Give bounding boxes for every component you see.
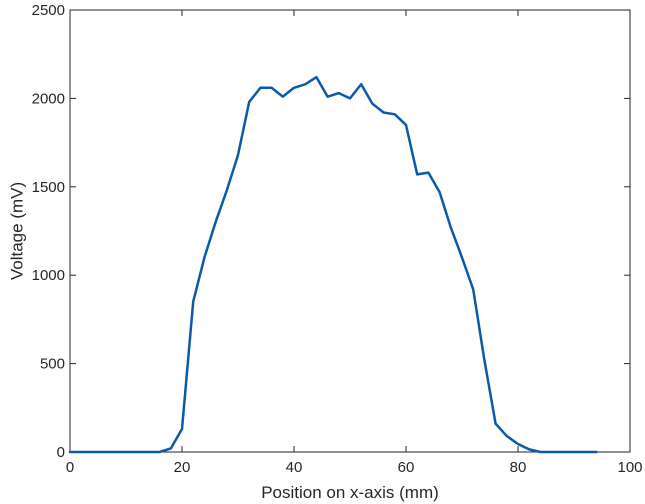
x-axis-ticks: 0 20 40 60 80 100	[66, 10, 643, 476]
x-tick-label: 100	[617, 459, 642, 476]
y-tick-label: 1000	[32, 267, 65, 284]
y-tick-label: 0	[57, 444, 65, 461]
y-tick-label: 500	[40, 356, 65, 373]
y-axis-title: Voltage (mV)	[7, 182, 26, 280]
x-tick-label: 80	[510, 459, 527, 476]
x-tick-label: 0	[66, 459, 74, 476]
y-tick-label: 2000	[32, 90, 65, 107]
y-tick-label: 2500	[32, 2, 65, 19]
x-tick-label: 60	[398, 459, 415, 476]
y-tick-label: 1500	[32, 179, 65, 196]
plot-frame	[69, 9, 631, 453]
x-axis-title: Position on x-axis (mm)	[261, 483, 439, 502]
x-tick-label: 20	[174, 459, 191, 476]
x-tick-label: 40	[286, 459, 303, 476]
series-line-0	[68, 75, 598, 454]
series-layer	[68, 75, 598, 454]
plot-box	[69, 9, 631, 453]
